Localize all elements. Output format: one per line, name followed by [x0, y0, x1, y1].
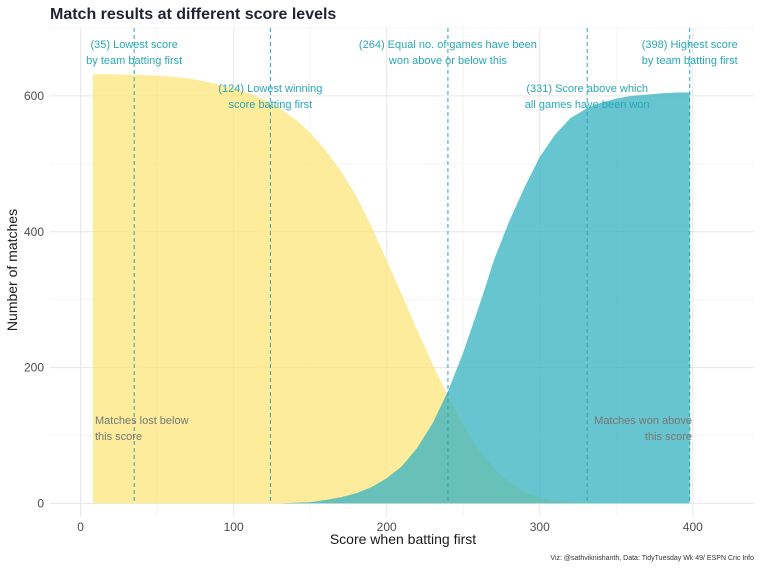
annotations: (35) Lowest score by team batting first (1…: [86, 39, 738, 443]
reference-line-label: (264) Equal no. of games have been: [359, 39, 537, 51]
area-label: this score: [95, 431, 142, 443]
y-tick-label: 200: [24, 361, 44, 375]
x-axis-ticks: 0 100 200 300 400: [77, 520, 703, 534]
reference-line-label: by team batting first: [86, 55, 182, 67]
y-tick-label: 0: [37, 496, 44, 510]
reference-line-label: won above or below this: [388, 55, 508, 67]
reference-line-label: (331) Score above which: [526, 83, 648, 95]
area-label: Matches won above: [594, 415, 692, 427]
reference-line-label: (398) Highest score: [642, 39, 738, 51]
reference-line-label: score batting first: [228, 99, 312, 111]
chart-title: Match results at different score levels: [50, 6, 336, 23]
y-tick-label: 400: [24, 225, 44, 239]
y-axis-title: Number of matches: [4, 209, 20, 331]
x-tick-label: 0: [77, 520, 84, 534]
x-tick-label: 200: [377, 520, 397, 534]
reference-line-label: (124) Lowest winning: [218, 83, 322, 95]
reference-line-label: all games have been won: [525, 99, 650, 111]
area-series-lost: [92, 74, 602, 504]
x-tick-label: 300: [530, 520, 550, 534]
x-axis-title: Score when batting first: [330, 531, 476, 547]
y-tick-label: 600: [24, 89, 44, 103]
caption: Viz: @sathviknishanth, Data: TidyTuesday…: [550, 555, 754, 562]
x-tick-label: 100: [224, 520, 244, 534]
area-label: this score: [645, 431, 692, 443]
y-axis-ticks: 0 200 400 600: [24, 89, 44, 510]
reference-line-label: (35) Lowest score: [90, 39, 177, 51]
x-tick-label: 400: [683, 520, 703, 534]
reference-lines: [133, 28, 691, 504]
area-label: Matches lost below: [95, 415, 189, 427]
reference-line-label: by team batting first: [642, 55, 738, 67]
